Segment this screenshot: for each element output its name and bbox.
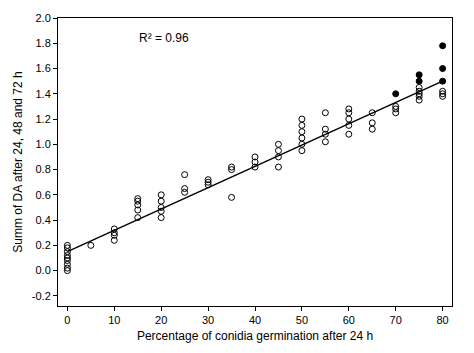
svg-text:0.2: 0.2 xyxy=(36,239,51,251)
svg-text:-0.2: -0.2 xyxy=(32,290,51,302)
svg-text:R² = 0.96: R² = 0.96 xyxy=(139,31,189,45)
svg-text:1.6: 1.6 xyxy=(36,62,51,74)
svg-text:20: 20 xyxy=(155,314,167,326)
svg-text:10: 10 xyxy=(108,314,120,326)
svg-text:1.8: 1.8 xyxy=(36,37,51,49)
svg-text:2.0: 2.0 xyxy=(36,12,51,24)
svg-text:0.8: 0.8 xyxy=(36,163,51,175)
svg-text:60: 60 xyxy=(343,314,355,326)
svg-text:Summ of DA after 24, 48 and 72: Summ of DA after 24, 48 and 72 h xyxy=(11,71,25,252)
svg-text:0.0: 0.0 xyxy=(36,264,51,276)
svg-text:40: 40 xyxy=(249,314,261,326)
svg-text:1.2: 1.2 xyxy=(36,113,51,125)
svg-text:80: 80 xyxy=(436,314,448,326)
svg-text:0.4: 0.4 xyxy=(36,214,51,226)
svg-text:30: 30 xyxy=(202,314,214,326)
svg-text:Percentage of conidia germinat: Percentage of conidia germination after … xyxy=(137,329,373,343)
svg-text:50: 50 xyxy=(296,314,308,326)
svg-text:0: 0 xyxy=(64,314,70,326)
svg-text:1.4: 1.4 xyxy=(36,88,51,100)
svg-text:0.6: 0.6 xyxy=(36,189,51,201)
svg-text:70: 70 xyxy=(390,314,402,326)
svg-text:1.0: 1.0 xyxy=(36,138,51,150)
